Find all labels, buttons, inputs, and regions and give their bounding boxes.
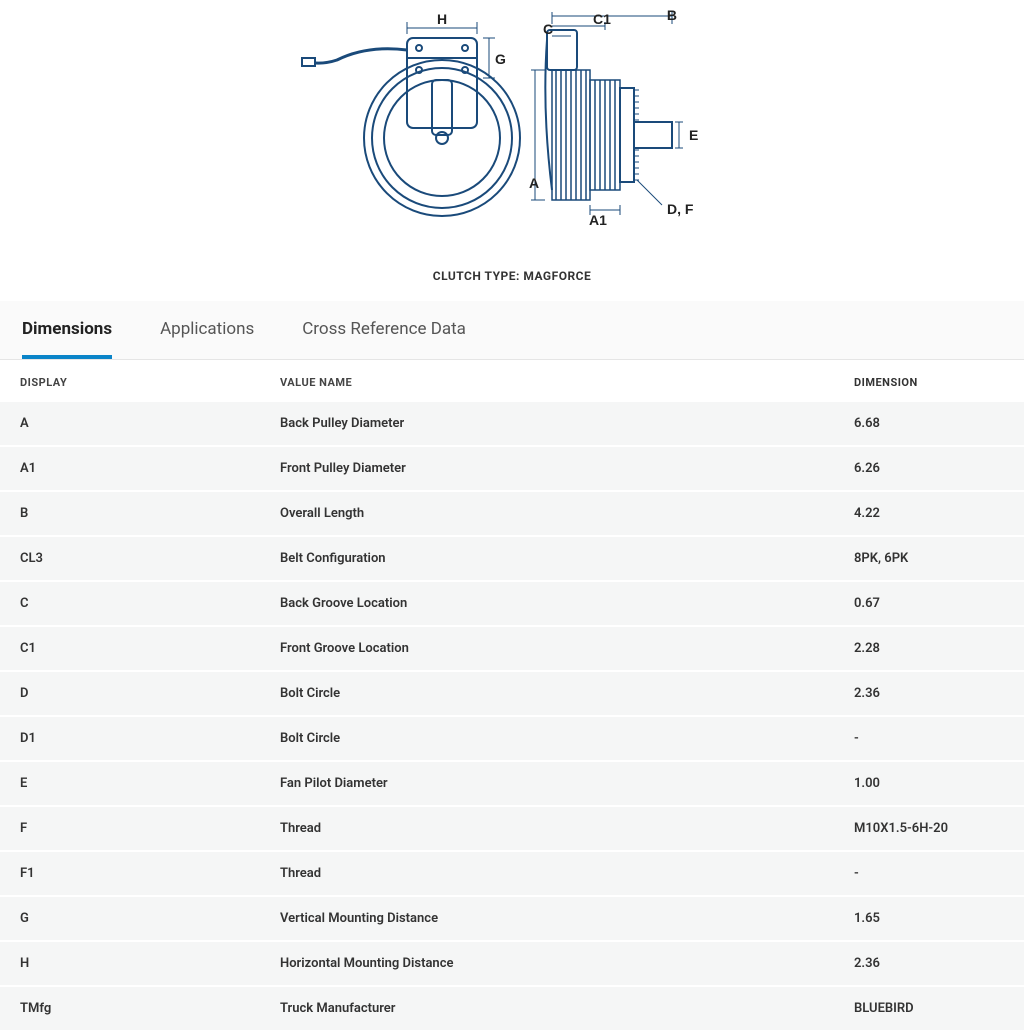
cell-display: A1	[20, 461, 280, 476]
cell-dimension: 4.22	[854, 506, 1004, 521]
cell-value-name: Fan Pilot Diameter	[280, 776, 854, 791]
table-row: A1Front Pulley Diameter6.26	[0, 446, 1024, 491]
cell-value-name: Thread	[280, 866, 854, 881]
svg-text:B: B	[667, 10, 677, 23]
cell-value-name: Horizontal Mounting Distance	[280, 956, 854, 971]
cell-dimension: 1.00	[854, 776, 1004, 791]
tab-dimensions[interactable]: Dimensions	[22, 301, 112, 359]
cell-display: G	[20, 911, 280, 926]
cell-dimension: 1.65	[854, 911, 1004, 926]
table-header-row: DISPLAY VALUE NAME DIMENSION	[0, 360, 1024, 401]
cell-display: D1	[20, 731, 280, 746]
table-row: GVertical Mounting Distance1.65	[0, 896, 1024, 941]
caption-prefix: CLUTCH TYPE:	[433, 269, 524, 283]
table-row: FThreadM10X1.5-6H-20	[0, 806, 1024, 851]
table-row: TMfgTruck ManufacturerBLUEBIRD	[0, 986, 1024, 1031]
clutch-diagram-svg: H G	[297, 10, 727, 235]
caption-value: MAGFORCE	[523, 269, 591, 283]
table-row: DBolt Circle2.36	[0, 671, 1024, 716]
technical-diagram: H G	[0, 0, 1024, 259]
svg-text:D, F: D, F	[667, 201, 694, 217]
cell-value-name: Back Groove Location	[280, 596, 854, 611]
cell-dimension: 0.67	[854, 596, 1004, 611]
cell-value-name: Front Groove Location	[280, 641, 854, 656]
table-row: C1Front Groove Location2.28	[0, 626, 1024, 671]
table-row: BOverall Length4.22	[0, 491, 1024, 536]
cell-display: F1	[20, 866, 280, 881]
cell-value-name: Bolt Circle	[280, 731, 854, 746]
header-display: DISPLAY	[20, 376, 280, 389]
header-value-name: VALUE NAME	[280, 376, 854, 389]
svg-text:C1: C1	[593, 11, 611, 27]
cell-dimension: M10X1.5-6H-20	[854, 821, 1004, 836]
cell-display: CL3	[20, 551, 280, 566]
svg-text:E: E	[689, 127, 698, 143]
cell-display: F	[20, 821, 280, 836]
clutch-type-caption: CLUTCH TYPE: MAGFORCE	[0, 259, 1024, 301]
cell-display: D	[20, 686, 280, 701]
table-row: HHorizontal Mounting Distance2.36	[0, 941, 1024, 986]
table-row: ABack Pulley Diameter6.68	[0, 401, 1024, 446]
svg-text:A: A	[529, 175, 539, 191]
header-dimension: DIMENSION	[854, 376, 1004, 389]
table-row: CBack Groove Location0.67	[0, 581, 1024, 626]
dimensions-table: DISPLAY VALUE NAME DIMENSION ABack Pulle…	[0, 360, 1024, 1031]
cell-value-name: Back Pulley Diameter	[280, 416, 854, 431]
cell-value-name: Front Pulley Diameter	[280, 461, 854, 476]
cell-display: B	[20, 506, 280, 521]
svg-text:H: H	[437, 11, 447, 27]
cell-dimension: 2.36	[854, 686, 1004, 701]
table-row: EFan Pilot Diameter1.00	[0, 761, 1024, 806]
tab-applications[interactable]: Applications	[160, 301, 254, 359]
table-row: CL3Belt Configuration8PK, 6PK	[0, 536, 1024, 581]
cell-display: A	[20, 416, 280, 431]
cell-dimension: -	[854, 731, 1004, 746]
table-row: D1Bolt Circle-	[0, 716, 1024, 761]
cell-dimension: 6.68	[854, 416, 1004, 431]
cell-value-name: Vertical Mounting Distance	[280, 911, 854, 926]
table-body: ABack Pulley Diameter6.68A1Front Pulley …	[0, 401, 1024, 1031]
cell-value-name: Belt Configuration	[280, 551, 854, 566]
svg-text:G: G	[495, 51, 506, 67]
cell-value-name: Truck Manufacturer	[280, 1001, 854, 1016]
cell-dimension: BLUEBIRD	[854, 1001, 1004, 1016]
cell-dimension: 2.36	[854, 956, 1004, 971]
cell-value-name: Overall Length	[280, 506, 854, 521]
tab-cross-reference-data[interactable]: Cross Reference Data	[302, 301, 466, 359]
cell-display: C1	[20, 641, 280, 656]
cell-value-name: Thread	[280, 821, 854, 836]
tab-bar: Dimensions Applications Cross Reference Da…	[0, 301, 1024, 360]
cell-dimension: -	[854, 866, 1004, 881]
cell-dimension: 6.26	[854, 461, 1004, 476]
svg-text:A1: A1	[589, 212, 607, 228]
cell-dimension: 8PK, 6PK	[854, 551, 1004, 566]
table-row: F1Thread-	[0, 851, 1024, 896]
cell-display: C	[20, 596, 280, 611]
cell-dimension: 2.28	[854, 641, 1004, 656]
cell-value-name: Bolt Circle	[280, 686, 854, 701]
svg-text:C: C	[543, 21, 553, 37]
cell-display: TMfg	[20, 1001, 280, 1016]
cell-display: E	[20, 776, 280, 791]
cell-display: H	[20, 956, 280, 971]
